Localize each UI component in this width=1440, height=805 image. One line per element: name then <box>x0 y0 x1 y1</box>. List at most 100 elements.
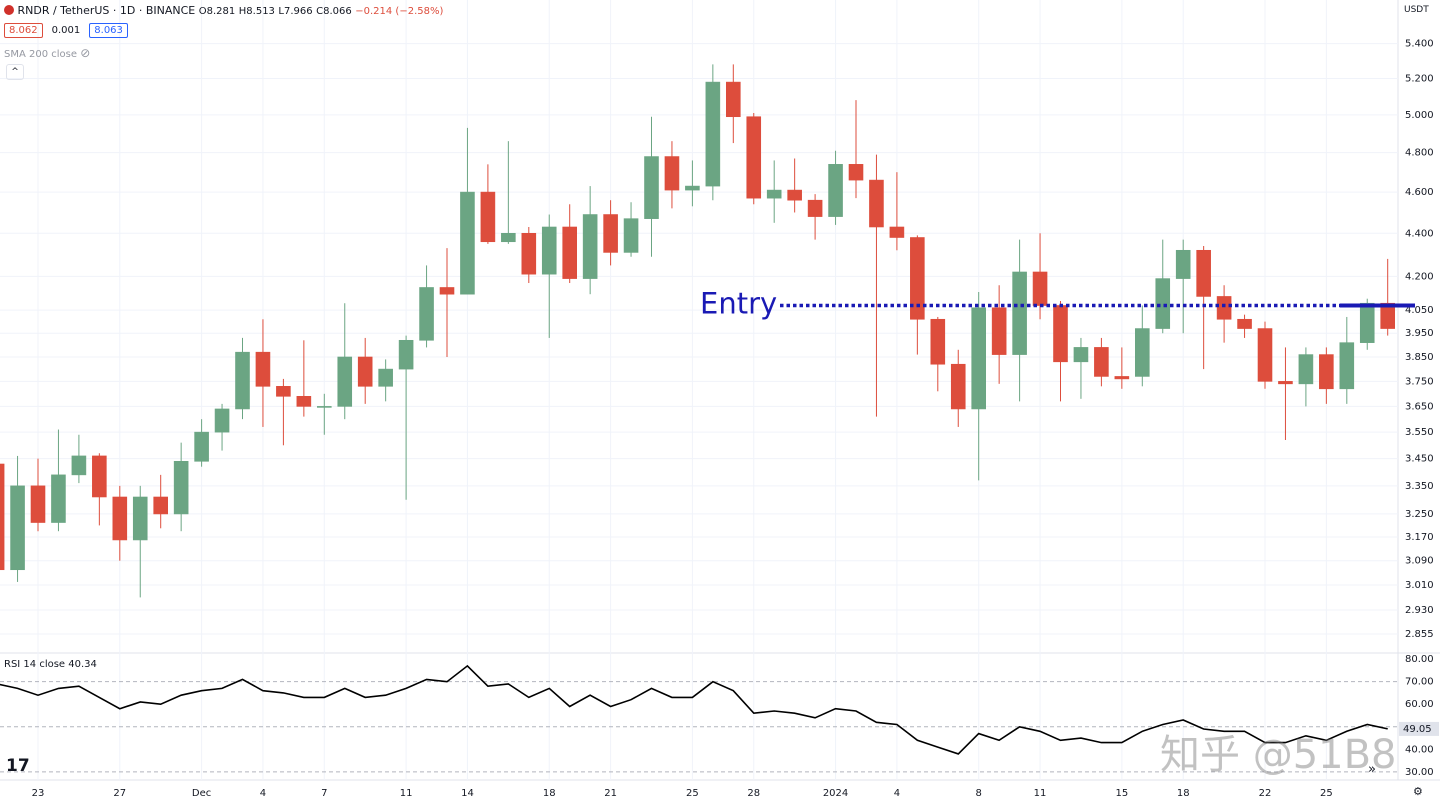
candle-body <box>705 81 721 187</box>
rsi-title: RSI 14 close <box>4 659 66 670</box>
candle-body <box>337 356 353 407</box>
collapse-button[interactable]: ^ <box>6 64 24 80</box>
y-tick-label: 5.200 <box>1405 74 1434 85</box>
candle-body <box>644 156 659 219</box>
header: RNDR / TetherUS · 1D · BINANCE O8.281 H8… <box>4 4 443 17</box>
candle-body <box>92 455 107 498</box>
spread-badge: 0.001 <box>51 25 81 36</box>
y-tick-label: 3.350 <box>1405 481 1434 492</box>
candle-body <box>541 226 557 275</box>
y-tick-label: 3.090 <box>1405 556 1434 567</box>
rsi-value-badge <box>1399 721 1439 736</box>
candle-body <box>173 460 189 515</box>
candle-body <box>501 232 516 243</box>
entry-label: Entry <box>700 287 777 321</box>
candle-body <box>1257 328 1273 382</box>
x-tick-label: 22 <box>1259 788 1272 799</box>
candle-body <box>603 214 618 253</box>
tv-logo[interactable]: 17 <box>6 756 30 776</box>
indicator-label[interactable]: SMA 200 close ⊘ <box>4 46 90 60</box>
x-tick-label: 23 <box>32 788 45 799</box>
hide-icon[interactable]: ⊘ <box>80 46 91 60</box>
candle-body <box>991 307 1007 355</box>
y-tick-label: 3.010 <box>1405 580 1434 591</box>
candle-body <box>971 307 987 410</box>
sell-badge[interactable]: 8.062 <box>4 23 43 38</box>
settings-button[interactable]: ⚙ <box>1413 785 1423 798</box>
y-tick-label: 3.950 <box>1405 328 1434 339</box>
candle-body <box>521 232 537 275</box>
candle-body <box>848 164 864 181</box>
candle-body <box>1319 354 1334 390</box>
y-tick-label: 70.00 <box>1405 677 1434 688</box>
rsi-value-label: 49.05 <box>1403 724 1432 735</box>
candle-body <box>1053 305 1068 363</box>
x-tick-label: 14 <box>461 788 474 799</box>
symbol[interactable]: RNDR / TetherUS · 1D · BINANCE <box>17 4 196 17</box>
candle-body <box>316 406 332 408</box>
candle-body <box>1196 249 1211 297</box>
x-tick-label: 7 <box>321 788 327 799</box>
ohlc-low: L7.966 <box>278 6 313 17</box>
x-tick-label: 2024 <box>823 788 848 799</box>
x-tick-label: 21 <box>604 788 617 799</box>
y-tick-label: 3.750 <box>1405 376 1434 387</box>
candle-body <box>132 496 148 541</box>
candle-body <box>460 191 475 295</box>
y-tick-label: 4.050 <box>1405 305 1434 316</box>
y-tick-label: 3.550 <box>1405 427 1434 438</box>
candle-body <box>1380 302 1395 329</box>
candle-body <box>807 199 823 217</box>
candle-body <box>10 485 25 571</box>
x-tick-label: 27 <box>113 788 126 799</box>
y-tick-label: 40.00 <box>1405 744 1434 755</box>
candle-body <box>889 226 905 238</box>
x-tick-label: 4 <box>260 788 266 799</box>
y-tick-label: 5.000 <box>1405 110 1434 121</box>
y-tick-label: 4.200 <box>1405 271 1434 282</box>
y-tick-label: 4.600 <box>1405 187 1434 198</box>
candle-body <box>787 189 802 201</box>
rsi-header: RSI 14 close 40.34 <box>4 659 97 670</box>
candle-body <box>950 363 966 410</box>
y-tick-label: 3.170 <box>1405 532 1434 543</box>
candle-body <box>194 431 209 462</box>
y-tick-label: 2.855 <box>1405 629 1434 640</box>
ohlc-change: −0.214 (−2.58%) <box>355 6 444 17</box>
candle-body <box>0 463 5 571</box>
x-tick-label: 25 <box>686 788 699 799</box>
candle-body <box>296 396 312 407</box>
y-tick-label: 80.00 <box>1405 654 1434 665</box>
y-tick-label: 5.400 <box>1405 39 1434 50</box>
candle-body <box>1155 278 1171 329</box>
candle-body <box>582 214 598 279</box>
rsi-hover: 40.34 <box>68 659 97 670</box>
x-tick-label: 11 <box>400 788 413 799</box>
candle-body <box>1339 342 1355 390</box>
candle-body <box>255 351 271 387</box>
candle-body <box>1012 271 1027 355</box>
buy-badge[interactable]: 8.063 <box>89 23 128 38</box>
scroll-button[interactable]: » <box>1368 762 1376 777</box>
y-tick-label: 30.00 <box>1405 767 1434 778</box>
candle-body <box>828 164 843 217</box>
candle-body <box>276 386 291 397</box>
x-tick-label: 25 <box>1320 788 1333 799</box>
y-tick-label: 3.250 <box>1405 509 1434 520</box>
candle-body <box>419 287 434 341</box>
candle-body <box>1032 271 1048 306</box>
y-tick-label: 3.650 <box>1405 401 1434 412</box>
ohlc-open: O8.281 <box>198 6 236 17</box>
candle-body <box>930 318 946 365</box>
currency[interactable]: USDT <box>1404 5 1429 15</box>
candle-body <box>1278 381 1293 385</box>
y-tick-label: 4.400 <box>1405 228 1434 239</box>
x-tick-label: 18 <box>543 788 556 799</box>
candle-body <box>910 237 925 320</box>
y-tick-label: 3.850 <box>1405 352 1434 363</box>
candle-body <box>1237 318 1252 329</box>
candle-body <box>439 287 455 295</box>
x-tick-label: 15 <box>1115 788 1128 799</box>
candle-body <box>398 339 414 370</box>
